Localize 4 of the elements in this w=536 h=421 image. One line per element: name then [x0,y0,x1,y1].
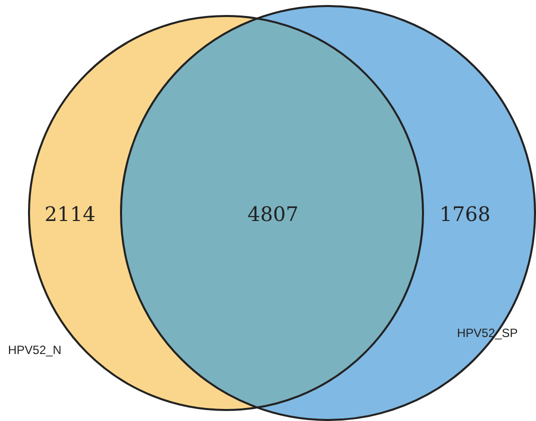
data-label: 2114 [44,202,96,226]
category-label: HPV52_N [8,343,62,357]
data-label: 4807 [248,202,298,226]
data-label: 1768 [440,202,490,226]
